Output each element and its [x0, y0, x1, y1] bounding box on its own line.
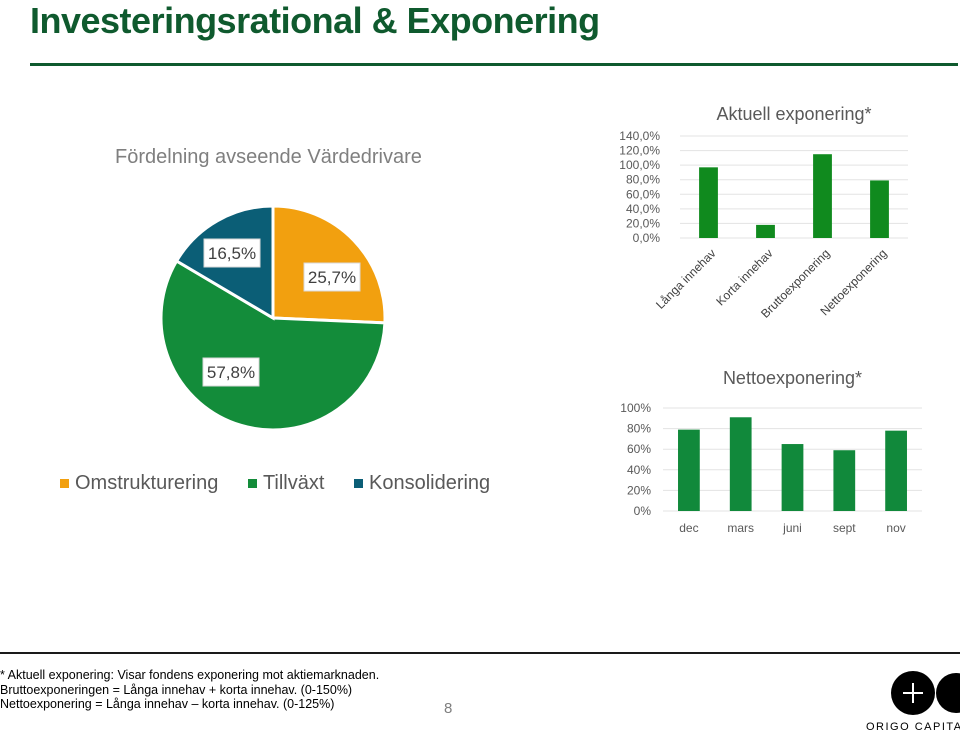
bar-korta-innehav [756, 224, 775, 238]
legend-swatch-omstrukturering [60, 479, 69, 488]
origo-capital-logo-icon [891, 671, 960, 715]
pie-data-label-box [202, 357, 260, 387]
bar-bruttoexponering [813, 154, 832, 238]
bar-sept [833, 450, 856, 511]
chart-title: Nettoexponering* [723, 368, 862, 388]
footnote-2: Bruttoexponeringen = Långa innehav + kor… [0, 682, 353, 697]
x-tick-label-sept: sept [833, 521, 856, 535]
bar-langa-innehav [699, 167, 718, 238]
pie-data-label-box [203, 238, 261, 268]
pie-data-label-text: 25,7% [308, 268, 356, 287]
y-tick-label: 120,0% [619, 144, 660, 158]
y-tick-label: 40,0% [626, 202, 660, 216]
legend-label-tillvaxt: Tillväxt [262, 472, 325, 494]
bar-dec [678, 429, 700, 511]
pie-data-label-text: 57,8% [207, 363, 255, 382]
y-tick-label: 20,0% [626, 216, 660, 230]
bar-nov [885, 430, 907, 511]
y-tick-label: 0% [634, 504, 652, 518]
y-tick-label: 100% [620, 401, 651, 415]
footnote-divider [0, 652, 960, 654]
y-tick-label: 20% [627, 483, 651, 497]
legend-item-konsolidering: Konsolidering [353, 472, 491, 495]
pie-data-label-tillvaxt: 57,8% [202, 357, 260, 387]
legend-label-konsolidering: Konsolidering [368, 472, 491, 494]
x-tick-label-nov: nov [886, 521, 905, 535]
y-tick-label: 140,0% [619, 129, 660, 143]
legend-swatch-tillvaxt [247, 479, 257, 488]
title-divider [30, 63, 958, 66]
x-tick-label-mars: mars [727, 521, 754, 535]
logo-text: ORIGO CAPITAL [866, 721, 960, 733]
footnote-3: Nettoexponering = Långa innehav – korta … [0, 697, 335, 711]
bar-juni [781, 444, 804, 511]
y-tick-label: 0,0% [633, 231, 661, 245]
y-tick-label: 100,0% [619, 158, 660, 172]
y-tick-label: 80,0% [626, 173, 660, 187]
pie-data-label-box [303, 262, 361, 292]
legend-item-omstrukturering: Omstrukturering [60, 472, 218, 495]
footnotes: * Aktuell exponering: Visar fondens expo… [0, 668, 379, 712]
x-tick-label-dec: dec [679, 521, 698, 535]
pie-chart-title: Fördelning avseende Värdedrivare [115, 146, 422, 168]
legend-item-tillvaxt: Tillväxt [247, 472, 325, 495]
bar-mars [729, 417, 752, 511]
chart-title: Aktuell exponering* [716, 104, 871, 124]
pie-slice-tillvaxt [159, 258, 387, 432]
pie-legend: Omstrukturering Tillväxt Konsolidering [60, 471, 514, 495]
x-tick-label-juni: juni [782, 521, 802, 535]
y-tick-label: 60,0% [626, 187, 660, 201]
legend-swatch-konsolidering [353, 479, 363, 488]
page-number: 8 [444, 700, 453, 717]
legend-label-omstrukturering: Omstrukturering [75, 472, 219, 494]
pie-data-label-omstrukturering: 25,7% [303, 262, 361, 292]
pie-data-label-konsolidering: 16,5% [203, 238, 261, 268]
y-tick-label: 60% [627, 442, 651, 456]
y-tick-label: 80% [627, 422, 651, 436]
page-title: Investeringsrational & Exponering [30, 0, 600, 41]
footnote-1: * Aktuell exponering: Visar fondens expo… [0, 668, 380, 682]
y-tick-label: 40% [627, 463, 651, 477]
pie-data-label-text: 16,5% [208, 244, 256, 263]
bar-nettoexponering [870, 180, 889, 238]
